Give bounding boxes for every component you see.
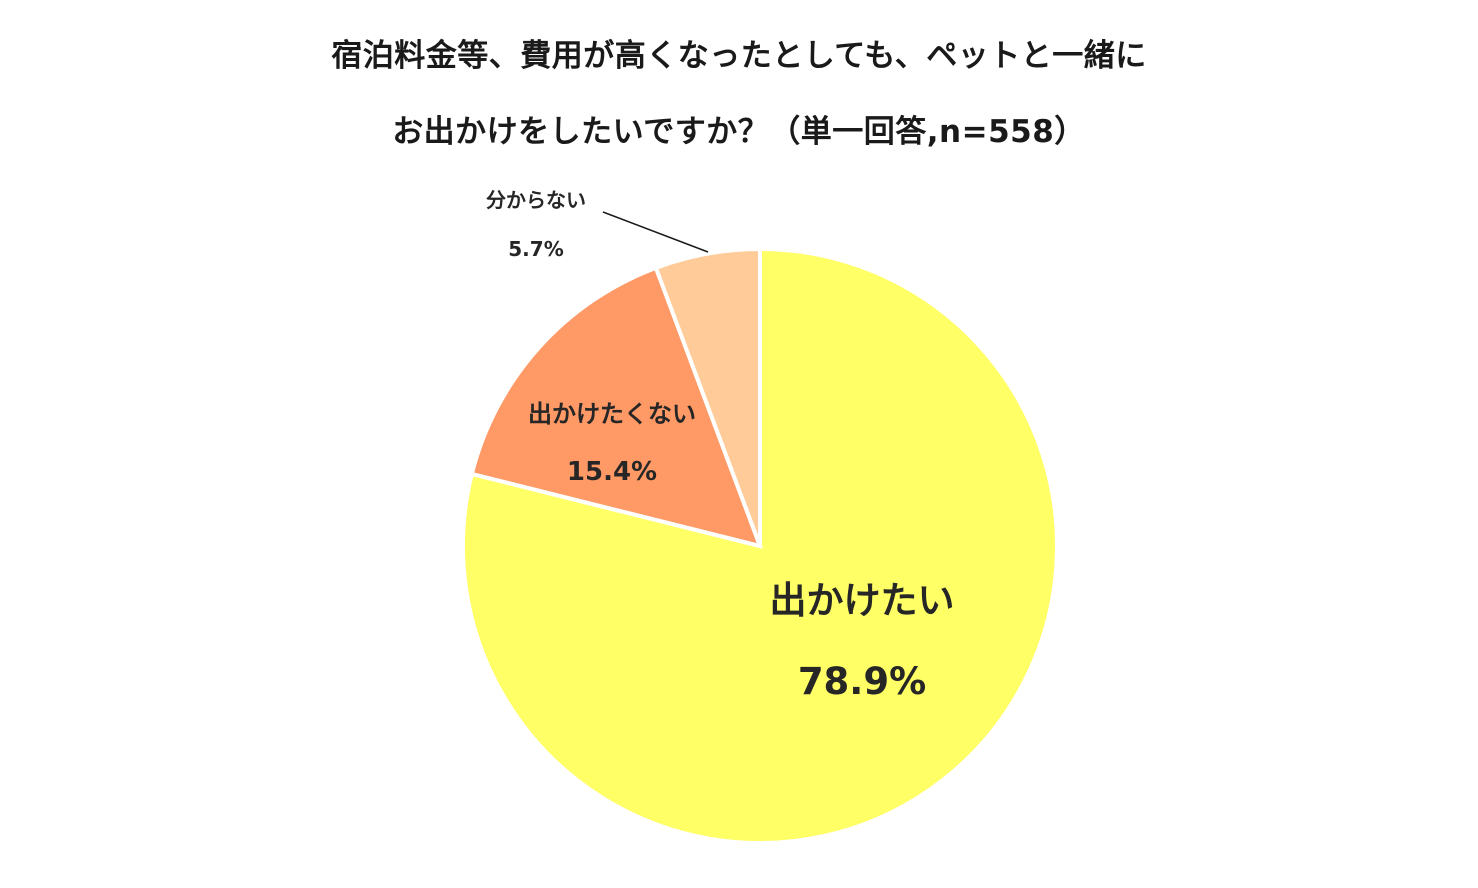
slice-want-to-go [461,246,1059,845]
label-dont-know: 分からない [486,188,586,212]
chart-title-line-1: 宿泊料金等、費用が高くなったとしても、ペットと一緒に [331,38,1147,74]
value-label-dont-know: 5.7% [508,237,563,261]
value-label-want-to-go: 78.9% [798,660,926,703]
slice-dont-know [653,246,762,547]
label-want-to-go: 出かけたい [770,579,955,622]
leader-line-dont-know [602,211,709,253]
pie-labels: 出かけたい 78.9% 出かけたくない 15.4% 分からない 5.7% [486,188,955,703]
slice-do-not-want-to-go [469,265,764,549]
pie-slices [461,246,1059,845]
label-do-not-want-to-go: 出かけたくない [528,400,696,428]
chart-title-line-2: お出かけをしたいですか？（単一回答,n=558） [392,114,1086,150]
value-label-do-not-want-to-go: 15.4% [567,457,657,487]
